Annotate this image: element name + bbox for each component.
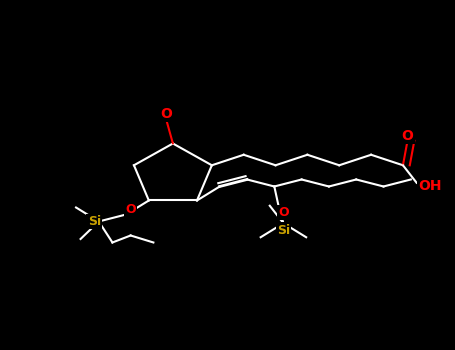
Text: OH: OH [419, 179, 442, 193]
Text: O: O [160, 107, 172, 121]
Text: O: O [402, 128, 414, 142]
Text: Si: Si [277, 224, 290, 237]
Text: O: O [125, 203, 136, 216]
Text: Si: Si [88, 215, 101, 228]
Text: O: O [278, 206, 289, 219]
